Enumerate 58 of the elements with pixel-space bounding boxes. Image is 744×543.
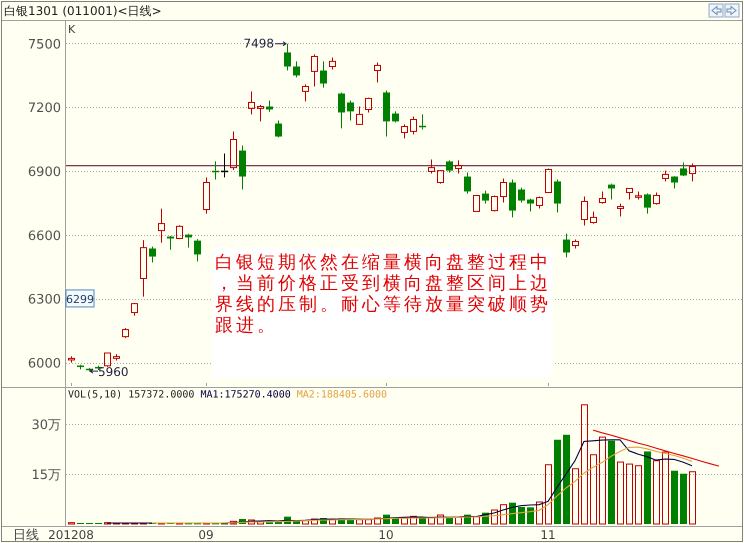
bar: [410, 516, 417, 524]
bar: [653, 460, 660, 524]
bar: [518, 507, 525, 524]
bar: [608, 440, 615, 524]
bar: [662, 452, 669, 524]
bar: [419, 518, 426, 524]
bar: [248, 520, 255, 524]
picture-note-box: 白银短期依然在缩量横向盘整过程中，当前价格正受到横向盘整区间上边界线的压制。耐心等待放量突破顺势跟进。: [213, 248, 553, 378]
bar: [599, 436, 606, 524]
bar: [644, 451, 651, 524]
bar: [536, 502, 543, 524]
bar: [347, 520, 354, 524]
bar: [500, 504, 507, 524]
y-tick-label: 15万: [31, 468, 61, 484]
bar: [428, 516, 435, 524]
bar: [689, 471, 696, 524]
y-tick-label: 6000: [28, 356, 61, 372]
x-tick-label: 11: [540, 528, 556, 542]
bar: [572, 468, 579, 524]
bar: [680, 474, 687, 524]
chart-title: 白银1301 (011001)<日线>: [4, 4, 162, 18]
bar: [527, 507, 534, 524]
bar: [590, 454, 597, 524]
y-tick-label: 7500: [28, 37, 61, 52]
y-tick-label: 7200: [28, 101, 61, 116]
bar: [473, 516, 480, 524]
annotation: 6299: [66, 292, 94, 306]
line-series: [592, 430, 720, 467]
text: MA2:188405.6000: [296, 390, 388, 400]
bar: [545, 464, 552, 524]
bar: [671, 470, 678, 524]
annotation: 5960: [98, 365, 129, 380]
y-tick-label: 30万: [31, 418, 61, 434]
text: MA1:175270.4000: [200, 390, 291, 400]
y-tick-label: 6600: [28, 228, 61, 244]
bar: [374, 518, 381, 524]
x-tick-label: 09: [198, 528, 214, 542]
x-axis-title: 日线: [13, 528, 39, 543]
bar: [563, 434, 570, 524]
bar: [581, 404, 588, 524]
bar: [626, 464, 633, 524]
y-tick-label: 6300: [28, 292, 61, 308]
bar: [635, 465, 642, 524]
annotation: VOL(5,10) 157372.0000: [68, 390, 194, 400]
x-tick-label: 201208: [48, 528, 94, 542]
bar: [437, 514, 444, 524]
bar: [311, 518, 318, 524]
price-tag: 6299: [66, 289, 94, 308]
annotation: 7498: [243, 36, 274, 51]
line-series: [151, 446, 693, 524]
bar: [617, 462, 624, 524]
x-tick-label: 10: [378, 528, 394, 542]
bar: [554, 440, 561, 524]
bar: [230, 520, 237, 524]
bar: [455, 516, 462, 524]
bar: [491, 510, 498, 524]
y-tick-label: 6900: [28, 165, 61, 180]
y-axis-title: K: [68, 23, 76, 36]
